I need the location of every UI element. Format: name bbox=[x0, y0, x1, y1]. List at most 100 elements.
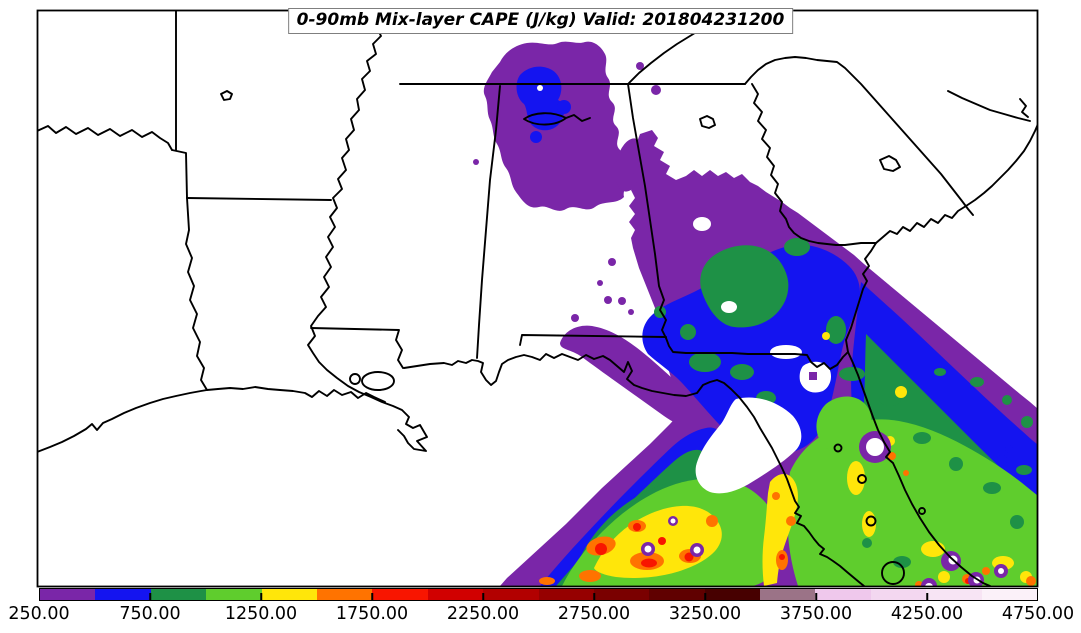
ar-la-border bbox=[186, 197, 332, 201]
cape-fill-yellow-shape bbox=[847, 461, 865, 495]
mississippi-river bbox=[307, 11, 428, 452]
colorbar-tick-label: 3250.00 bbox=[668, 604, 742, 624]
cape-fill-purple-shape bbox=[923, 319, 929, 325]
cape-fill-red-shape bbox=[641, 558, 657, 568]
cape-fill-red-shape bbox=[595, 543, 607, 555]
cape-fill-orange-shape bbox=[772, 492, 780, 500]
lake-small-fl-2 bbox=[857, 474, 867, 484]
cape-fill-orange-shape bbox=[579, 570, 601, 582]
cape-fill-seagreen-patches-shape bbox=[1021, 416, 1033, 428]
cape-fill-blue-shape bbox=[557, 100, 571, 114]
cape-fill-orange-shape bbox=[982, 567, 990, 575]
cape-holes-white-shape bbox=[693, 546, 701, 554]
colorbar-tick-label: 250.00 bbox=[8, 604, 70, 624]
nc-sc-border bbox=[744, 56, 974, 216]
cape-fill-yellow-shape bbox=[938, 571, 950, 583]
cape-fill-purple-shape bbox=[560, 325, 701, 427]
colorbar-segment bbox=[981, 589, 1038, 600]
colorbar-segment bbox=[538, 589, 594, 600]
cape-fill-purple-shape bbox=[636, 62, 644, 70]
cape-fill-red-shape bbox=[684, 552, 694, 562]
cape-fill-seagreen-patches-shape bbox=[839, 367, 865, 381]
lake-marion bbox=[879, 155, 901, 172]
cape-fill-seagreen-shape bbox=[689, 352, 721, 372]
cape-fill-orange-shape bbox=[786, 516, 796, 526]
cape-fill-orange-shape bbox=[903, 470, 909, 476]
gulf-coast-texas-louisiana bbox=[38, 386, 386, 453]
cape-fill-orange-shape bbox=[706, 515, 718, 527]
cape-fill-yellow-shape bbox=[895, 386, 907, 398]
cape-fill-red-shape bbox=[658, 537, 666, 545]
cape-fill-seagreen-patches-shape bbox=[879, 394, 901, 406]
colorbar-segment bbox=[40, 589, 96, 600]
cape-fear-inlet bbox=[1019, 98, 1029, 118]
colorbar-segment bbox=[206, 589, 262, 600]
cape-fill-seagreen-shape bbox=[680, 324, 696, 340]
lake-okeechobee bbox=[881, 561, 905, 585]
al-ga-border-chattahoochee bbox=[627, 83, 667, 339]
nc-coast-segment bbox=[947, 90, 1031, 122]
colorbar-tick-label: 4250.00 bbox=[890, 604, 964, 624]
colorbar-tick-label: 750.00 bbox=[119, 604, 181, 624]
cape-fill-seagreen-shape bbox=[784, 238, 810, 256]
cape-fill-red bbox=[595, 523, 971, 584]
plot-title: 0-90mb Mix-layer CAPE (J/kg) Valid: 2018… bbox=[296, 10, 785, 30]
cape-fill-orange-shape bbox=[888, 452, 896, 460]
cape-holes-white-shape bbox=[644, 545, 652, 553]
red-river-tx-ok-border bbox=[38, 125, 173, 151]
colorbar-segment bbox=[926, 589, 982, 600]
cape-fill-seagreen-patches-shape bbox=[913, 432, 931, 444]
ms-al-border bbox=[476, 85, 501, 359]
geography-lines bbox=[38, 11, 1037, 587]
cape-map-shape bbox=[38, 11, 1037, 587]
cape-holes-white-shape bbox=[670, 518, 676, 524]
colorbar-tick-label: 1750.00 bbox=[335, 604, 409, 624]
cape-fill-seagreen-patches-shape bbox=[893, 556, 911, 568]
cape-fill-lightgreen-shape bbox=[816, 396, 872, 453]
lake-small-fl-3 bbox=[865, 515, 877, 527]
cape-fill-seagreen-patches-shape bbox=[1016, 465, 1032, 475]
cape-fill-red-shape bbox=[633, 523, 641, 531]
cape-fill-purple-shape bbox=[597, 280, 603, 286]
cape-fill-purple-shape bbox=[955, 344, 961, 350]
colorbar-tick-label: 1250.00 bbox=[224, 604, 298, 624]
cape-fill-orange-shape bbox=[539, 577, 555, 585]
cape-fill-orange-shape bbox=[915, 581, 923, 587]
colorbar-segments bbox=[40, 589, 1038, 600]
cape-fill-purple-shape bbox=[571, 314, 579, 322]
lake-mississippi-small bbox=[220, 90, 233, 101]
al-fl-border bbox=[519, 334, 667, 346]
tx-la-sabine-river bbox=[185, 197, 208, 391]
colorbar-segment bbox=[427, 589, 484, 600]
cape-fill-seagreen-patches-shape bbox=[983, 482, 1001, 494]
colorbar-segment bbox=[593, 589, 650, 600]
colorbar-tick-label: 4750.00 bbox=[1001, 604, 1075, 624]
colorbar-segment bbox=[815, 589, 871, 600]
cape-fill-yellow-shape bbox=[822, 332, 830, 340]
colorbar-tick-label: 3750.00 bbox=[779, 604, 853, 624]
cape-holes-white-shape bbox=[998, 568, 1004, 574]
colorbar-tick-labels: 250.00 750.00 1250.00 1750.00 2250.00 2750.00… bbox=[8, 604, 1074, 628]
colorbar bbox=[39, 588, 1038, 601]
colorbar-segment bbox=[704, 589, 761, 600]
cape-fill-seagreen-patches-shape bbox=[862, 538, 872, 548]
cape-holes-white-shape bbox=[721, 301, 737, 313]
cape-fill-purple-accents bbox=[809, 372, 817, 380]
cape-fill-seagreen-shape bbox=[730, 364, 754, 380]
colorbar-segment bbox=[261, 589, 317, 600]
cape-fill-purple-accents-shape bbox=[809, 372, 817, 380]
tx-ar-border bbox=[171, 149, 188, 199]
cape-fill-purple-shape bbox=[628, 309, 634, 315]
cape-fill-blue-shape bbox=[997, 455, 1007, 465]
lake-maurepas bbox=[349, 373, 361, 385]
cape-fill-seagreen-patches-shape bbox=[1002, 395, 1012, 405]
colorbar-segment bbox=[870, 589, 927, 600]
cape-fill-seagreen-patches-shape bbox=[1010, 515, 1024, 529]
cape-fill-seagreen-patches-shape bbox=[970, 377, 984, 387]
cape-fill-purple-shape bbox=[608, 258, 616, 266]
cape-holes-white-shape bbox=[537, 85, 543, 91]
cape-holes-white-shape bbox=[866, 438, 884, 456]
georgia-sc-atlantic-coast bbox=[845, 123, 1037, 353]
